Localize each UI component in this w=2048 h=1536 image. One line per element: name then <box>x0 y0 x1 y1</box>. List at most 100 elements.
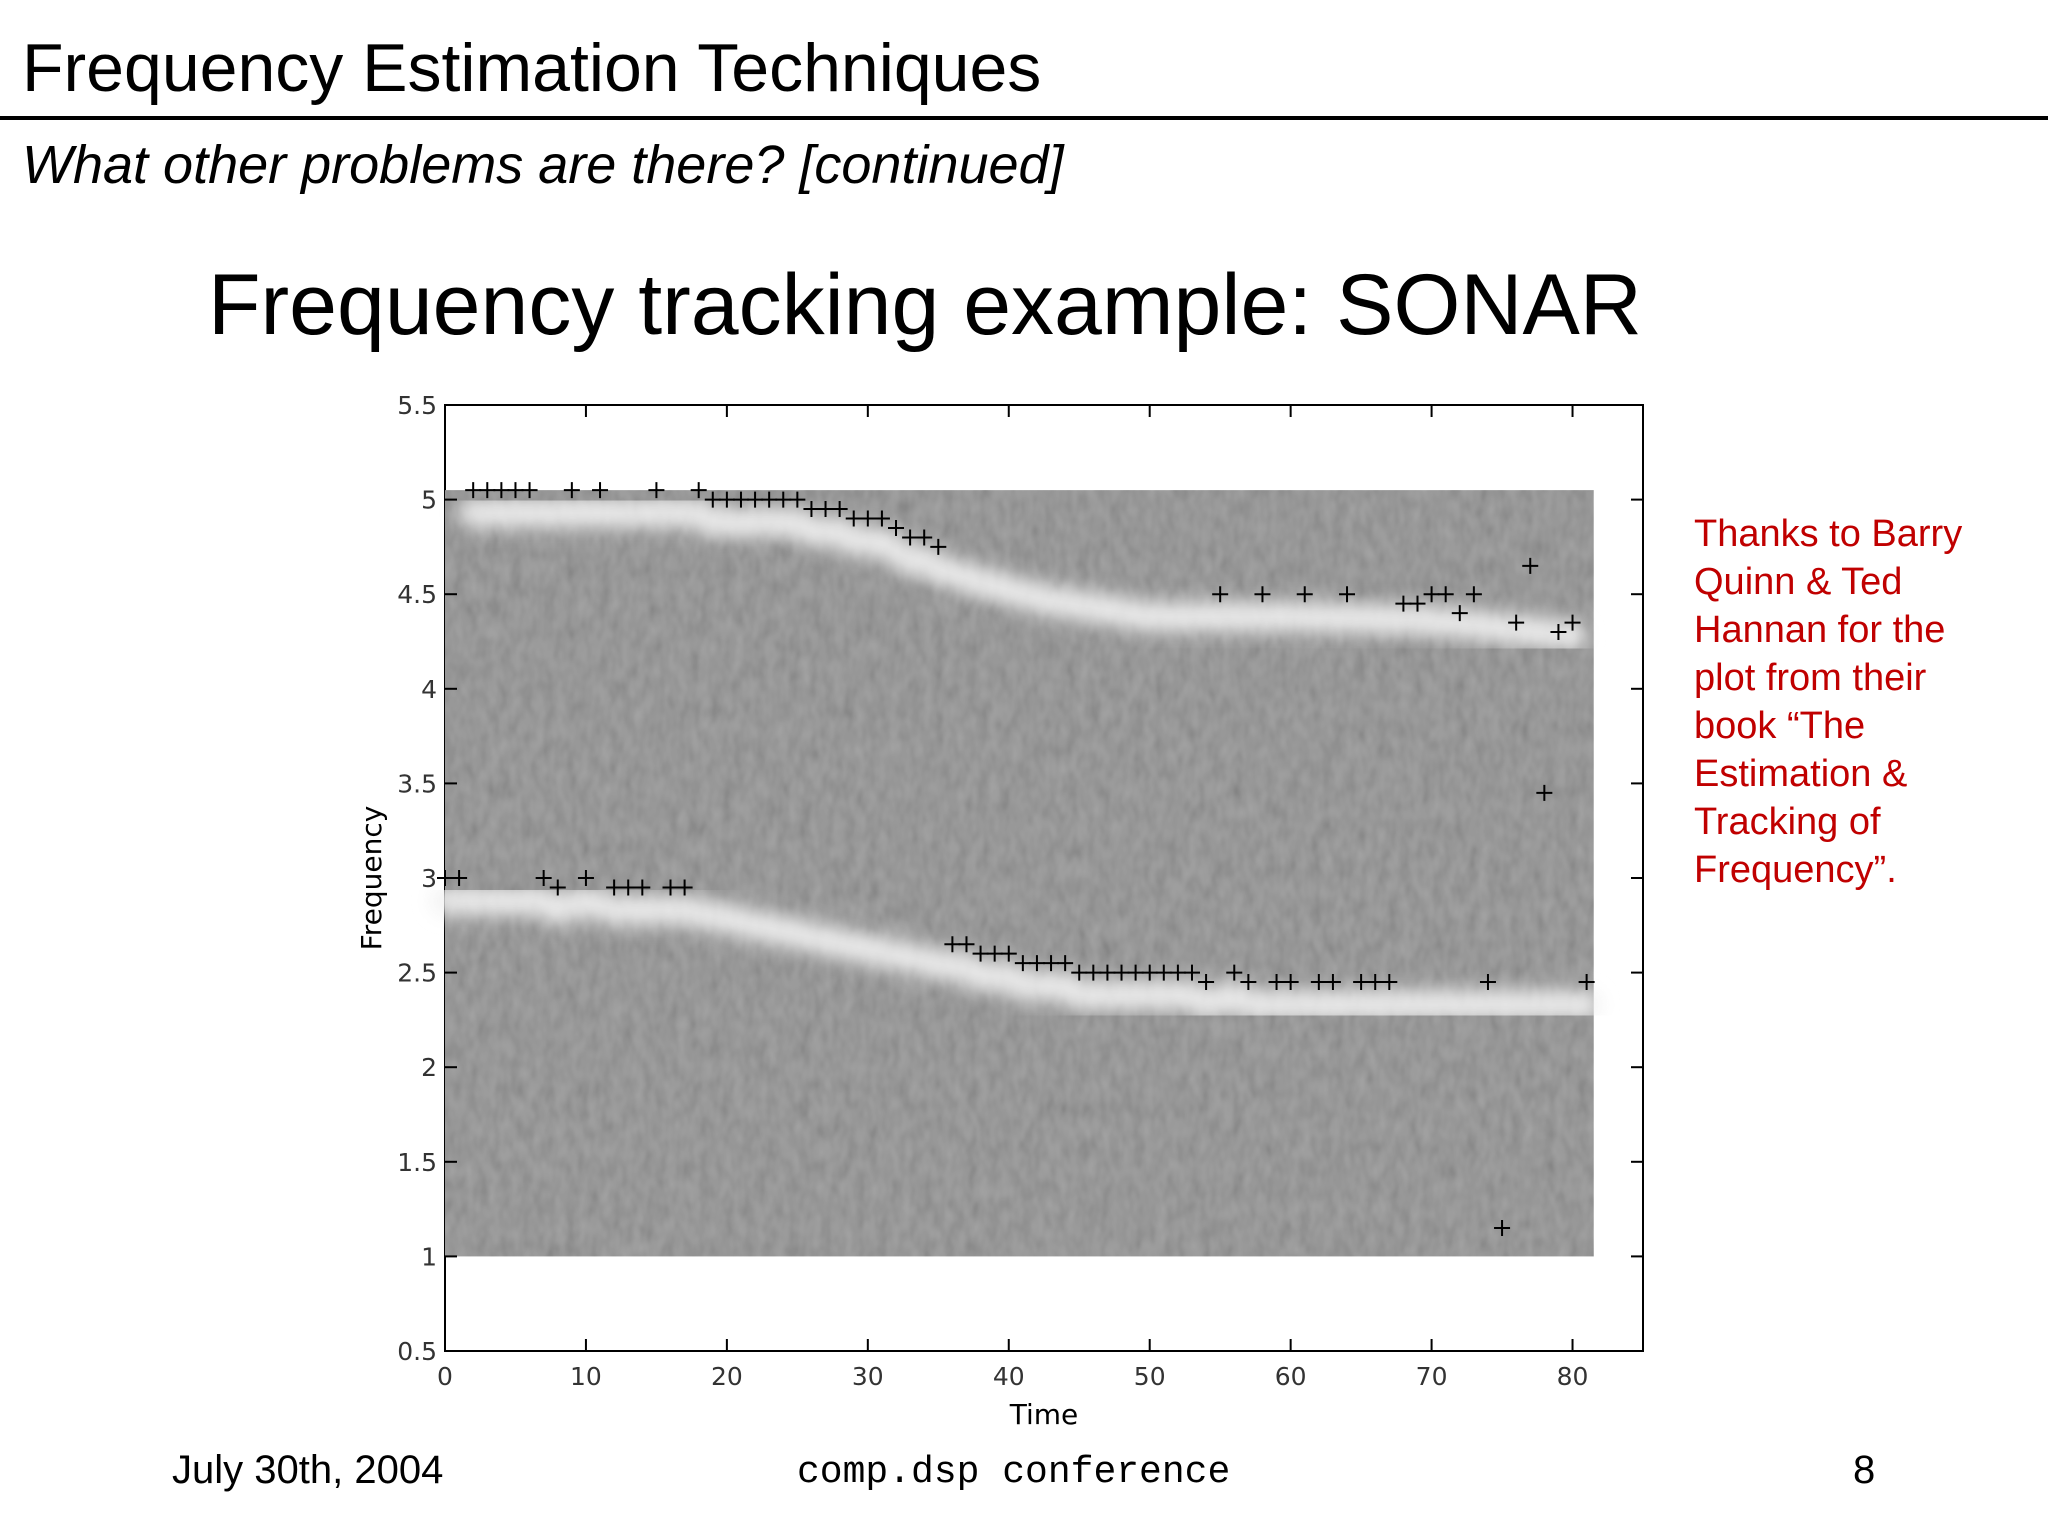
track-marker <box>1240 974 1257 991</box>
footer-date: July 30th, 2004 <box>172 1448 444 1492</box>
track-marker <box>761 491 778 508</box>
track-marker <box>1198 974 1215 991</box>
slide-title: Frequency Estimation Techniques <box>22 30 1042 106</box>
track-marker <box>1479 974 1496 991</box>
track-marker <box>563 482 580 499</box>
track-marker <box>1324 974 1341 991</box>
track-marker <box>873 510 890 527</box>
track-marker <box>775 491 792 508</box>
track-marker <box>1000 945 1017 962</box>
track-marker <box>1085 964 1102 981</box>
track-marker <box>916 529 933 546</box>
track-marker <box>1028 955 1045 972</box>
track-marker <box>507 482 524 499</box>
x-tick-label: 50 <box>1134 1362 1166 1391</box>
track-marker <box>817 501 834 518</box>
track-marker <box>535 870 552 886</box>
track-marker <box>718 491 735 508</box>
y-tick-label: 4.5 <box>397 580 437 609</box>
track-marker <box>888 519 905 536</box>
track-marker <box>1339 586 1356 603</box>
track-marker <box>662 879 679 896</box>
track-marker <box>1296 586 1313 603</box>
credit-line: Frequency”. <box>1694 849 1897 891</box>
track-marker <box>1564 614 1581 631</box>
track-marker <box>1508 614 1525 631</box>
y-axis-label: Frequency <box>355 806 388 951</box>
x-tick-label: 40 <box>993 1362 1025 1391</box>
track-marker <box>1254 586 1271 603</box>
credit-line: book “The <box>1694 705 1866 747</box>
track-marker <box>465 482 482 499</box>
track-marker <box>944 936 961 953</box>
x-tick-label: 0 <box>437 1362 453 1391</box>
track-marker <box>1127 964 1144 981</box>
x-tick-label: 60 <box>1275 1362 1307 1391</box>
y-tick-label: 2.5 <box>397 959 437 988</box>
track-marker <box>1409 595 1426 612</box>
track-marker <box>1141 964 1158 981</box>
x-tick-label: 30 <box>852 1362 884 1391</box>
track-marker <box>1536 784 1553 801</box>
track-marker <box>521 482 538 499</box>
track-marker <box>634 879 651 896</box>
y-tick-label: 4 <box>421 675 437 704</box>
chart-heading: Frequency tracking example: SONAR <box>208 257 1642 353</box>
track-marker <box>1212 586 1229 603</box>
track-marker <box>1113 964 1130 981</box>
track-marker <box>972 945 989 962</box>
track-marker <box>1494 1220 1511 1237</box>
track-marker <box>1014 955 1031 972</box>
y-tick-label: 1 <box>421 1242 437 1271</box>
y-tick-label: 5 <box>421 486 437 515</box>
y-tick-label: 0.5 <box>397 1337 437 1366</box>
track-marker <box>845 510 862 527</box>
lower-track-ridge <box>430 884 1602 1022</box>
y-tick-label: 3.5 <box>397 769 437 798</box>
track-marker <box>1043 955 1060 972</box>
credit-line: Tracking of <box>1694 801 1881 843</box>
track-marker <box>1550 624 1567 641</box>
track-marker <box>1155 964 1172 981</box>
track-marker <box>1522 557 1539 574</box>
track-marker <box>1381 974 1398 991</box>
x-tick-label: 70 <box>1416 1362 1448 1391</box>
track-marker <box>648 482 665 499</box>
credit-line: Thanks to Barry <box>1694 513 1963 555</box>
track-marker <box>479 482 496 499</box>
credit-line: Estimation & <box>1694 753 1908 795</box>
track-marker <box>930 538 947 555</box>
track-marker <box>1099 964 1116 981</box>
track-marker <box>732 491 749 508</box>
track-marker <box>549 879 566 896</box>
axes: 0 10 20 30 40 50 60 70 80 0.5 1 1.5 2 2.5 3 3.5 4 4.5 5 5.5 <box>397 391 1643 1391</box>
track-marker <box>1353 974 1370 991</box>
upper-track-ridge <box>458 497 1588 651</box>
track-marker <box>1578 974 1595 991</box>
credit-line: Quinn & Ted <box>1694 561 1903 603</box>
track-marker <box>1395 595 1412 612</box>
y-tick-label: 3 <box>421 864 437 893</box>
track-marker <box>1367 974 1384 991</box>
spectrogram-heatmap <box>430 490 1602 1257</box>
track-marker <box>1465 586 1482 603</box>
track-marker <box>676 879 693 896</box>
x-tick-label: 80 <box>1557 1362 1589 1391</box>
track-marker <box>437 870 453 886</box>
credit-line: plot from their <box>1694 657 1927 699</box>
track-marker <box>1268 974 1285 991</box>
track-marker <box>1437 586 1454 603</box>
y-tick-label: 2 <box>421 1053 437 1082</box>
x-axis-label: Time <box>1009 1398 1079 1431</box>
track-marker <box>620 879 637 896</box>
x-tick-label: 10 <box>570 1362 602 1391</box>
track-marker <box>592 482 609 499</box>
track-marker <box>1423 586 1440 603</box>
page-number: 8 <box>1853 1448 1876 1492</box>
y-tick-label: 5.5 <box>397 391 437 420</box>
slide-subtitle: What other problems are there? [continue… <box>22 135 1064 195</box>
track-marker <box>958 936 975 953</box>
track-marker <box>859 510 876 527</box>
x-tick-label: 20 <box>711 1362 743 1391</box>
